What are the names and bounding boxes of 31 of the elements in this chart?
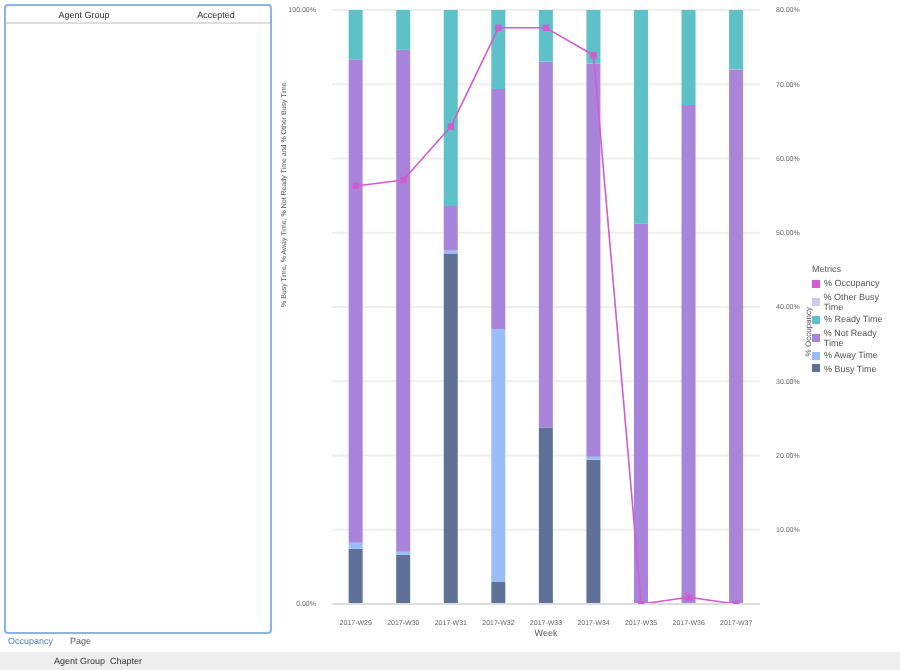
point xyxy=(590,52,597,59)
bar xyxy=(538,61,553,428)
bar xyxy=(396,10,411,50)
bar xyxy=(681,105,696,604)
bar xyxy=(538,10,553,62)
point xyxy=(685,594,692,601)
bar xyxy=(729,69,744,604)
bar xyxy=(491,10,506,89)
bar xyxy=(491,582,506,604)
bar xyxy=(681,10,696,106)
point xyxy=(495,24,502,32)
bar xyxy=(443,10,458,207)
bar xyxy=(586,63,601,457)
bar xyxy=(348,542,363,549)
bar xyxy=(633,10,648,224)
bar xyxy=(586,459,601,604)
bar xyxy=(443,253,458,604)
bar xyxy=(348,10,363,60)
bar xyxy=(443,206,458,251)
bar xyxy=(396,49,411,552)
bar xyxy=(729,10,744,70)
bar xyxy=(348,59,363,543)
bar xyxy=(633,223,648,604)
bar xyxy=(491,89,506,329)
bar xyxy=(538,427,553,604)
bar xyxy=(586,10,601,64)
bar xyxy=(491,328,506,583)
point xyxy=(400,176,407,184)
bar xyxy=(348,548,363,604)
bar xyxy=(396,554,411,604)
point xyxy=(447,123,455,130)
